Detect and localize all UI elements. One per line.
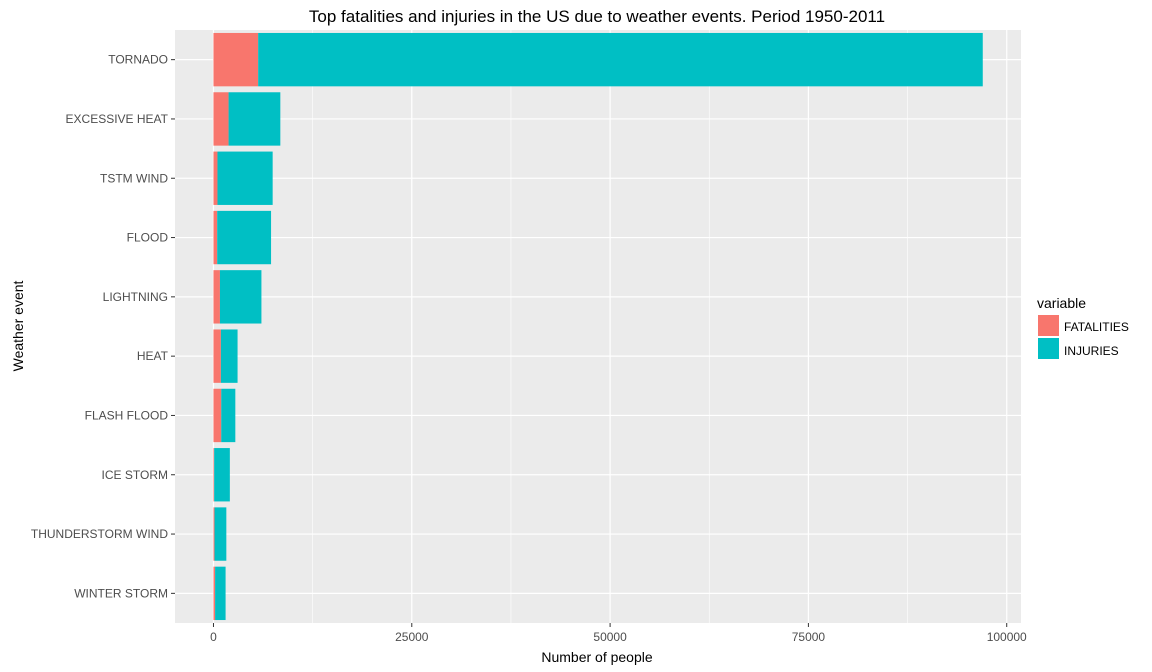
y-tick-label: TSTM WIND bbox=[100, 171, 168, 185]
y-tick-label: FLASH FLOOD bbox=[85, 408, 169, 422]
bar-fatalities-flood bbox=[213, 210, 218, 265]
x-axis-title: Number of people bbox=[541, 649, 653, 665]
y-axis-ticks: TORNADO EXCESSIVE HEAT TSTM WIND FLOOD LIGHT… bbox=[31, 53, 175, 600]
bar-fatalities-excessive-heat bbox=[213, 92, 229, 146]
legend-title: variable bbox=[1037, 295, 1086, 311]
bar-injuries-flash-flood bbox=[221, 388, 236, 443]
x-tick-label: 25000 bbox=[395, 630, 429, 644]
y-tick-label: HEAT bbox=[137, 349, 169, 363]
y-axis-title: Weather event bbox=[10, 280, 26, 371]
y-tick-label: THUNDERSTORM WIND bbox=[31, 527, 168, 541]
legend-swatch-fatalities bbox=[1038, 315, 1059, 336]
bar-fatalities-winter-storm bbox=[213, 566, 216, 621]
bar-injuries-excessive-heat bbox=[228, 92, 281, 146]
bars bbox=[213, 32, 983, 621]
y-tick-label: FLOOD bbox=[127, 231, 169, 245]
x-axis-ticks: 0 25000 50000 75000 100000 bbox=[210, 623, 1027, 644]
bar-fatalities-lightning bbox=[213, 270, 220, 324]
x-tick-label: 75000 bbox=[792, 630, 826, 644]
plot-panel bbox=[175, 30, 1021, 623]
bar-fatalities-ice-storm bbox=[213, 448, 215, 502]
legend-label-fatalities: FATALITIES bbox=[1064, 320, 1129, 334]
legend: variable FATALITIES INJURIES bbox=[1037, 295, 1129, 359]
legend-swatch-injuries bbox=[1038, 338, 1059, 359]
bar-injuries-winter-storm bbox=[215, 566, 226, 621]
bar-injuries-thunderstorm-wind bbox=[214, 507, 227, 561]
bar-fatalities-heat bbox=[213, 329, 221, 383]
bar-injuries-tstm-wind bbox=[217, 151, 273, 205]
bar-injuries-lightning bbox=[219, 270, 262, 324]
bar-fatalities-thunderstorm-wind bbox=[213, 507, 215, 561]
y-tick-label: WINTER STORM bbox=[74, 586, 168, 600]
chart-title: Top fatalities and injuries in the US du… bbox=[309, 7, 885, 26]
legend-label-injuries: INJURIES bbox=[1064, 344, 1119, 358]
y-tick-label: ICE STORM bbox=[102, 468, 168, 482]
y-tick-label: EXCESSIVE HEAT bbox=[66, 112, 169, 126]
x-tick-label: 50000 bbox=[593, 630, 627, 644]
bar-injuries-ice-storm bbox=[214, 448, 230, 502]
bar-fatalities-tornado bbox=[213, 32, 259, 87]
y-tick-label: LIGHTNING bbox=[103, 290, 168, 304]
bar-injuries-heat bbox=[220, 329, 238, 383]
bar-fatalities-tstm-wind bbox=[213, 151, 218, 205]
x-tick-label: 100000 bbox=[987, 630, 1027, 644]
bar-injuries-tornado bbox=[258, 32, 983, 87]
bar-injuries-flood bbox=[217, 210, 272, 265]
x-tick-label: 0 bbox=[210, 630, 217, 644]
bar-fatalities-flash-flood bbox=[213, 388, 222, 443]
y-tick-label: TORNADO bbox=[108, 53, 168, 67]
